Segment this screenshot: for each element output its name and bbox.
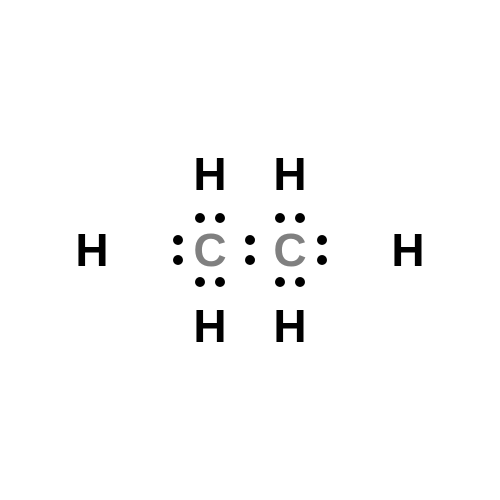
electron-dot (275, 277, 285, 287)
electron-dot (295, 213, 305, 223)
hydrogen-bottom-right: H (273, 303, 306, 349)
hydrogen-far-right: H (391, 227, 424, 273)
carbon-right: C (273, 227, 306, 273)
electron-dot (215, 277, 225, 287)
hydrogen-top-left: H (193, 151, 226, 197)
electron-dot (245, 235, 255, 245)
electron-dot (195, 277, 205, 287)
electron-dot (295, 277, 305, 287)
electron-dot (215, 213, 225, 223)
electron-dot (317, 235, 327, 245)
carbon-left: C (193, 227, 226, 273)
hydrogen-top-right: H (273, 151, 306, 197)
electron-dot (173, 235, 183, 245)
hydrogen-far-left: H (75, 227, 108, 273)
electron-dot (173, 255, 183, 265)
electron-dot (245, 255, 255, 265)
electron-dot (275, 213, 285, 223)
electron-dot (195, 213, 205, 223)
electron-dot (317, 255, 327, 265)
hydrogen-bottom-left: H (193, 303, 226, 349)
